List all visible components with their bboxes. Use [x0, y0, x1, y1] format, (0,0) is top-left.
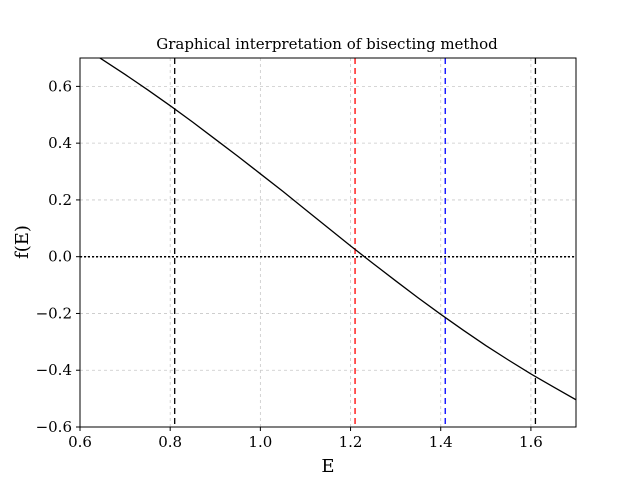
x-tick-label: 1.2: [339, 433, 363, 451]
x-tick-label: 1.6: [519, 433, 543, 451]
bisection-marker-lines: [174, 58, 537, 427]
chart-title: Graphical interpretation of bisecting me…: [156, 35, 498, 53]
x-tick-label: 0.6: [68, 433, 92, 451]
y-tick-label: 0.2: [48, 191, 72, 209]
y-tick-label: 0.6: [48, 77, 72, 95]
y-tick-label: −0.6: [36, 418, 72, 436]
grid-lines: [79, 58, 576, 428]
y-tick-label: −0.4: [36, 361, 72, 379]
x-axis-ticks: 0.6 0.8 1.0 1.2 1.4 1.6: [68, 427, 543, 451]
y-axis-ticks: −0.6 −0.4 −0.2 0.0 0.2 0.4 0.6: [36, 77, 80, 436]
y-axis-label: f(E): [12, 225, 33, 259]
plot-frame: [79, 57, 577, 428]
y-tick-label: 0.4: [48, 134, 72, 152]
axes-frame: [79, 57, 577, 428]
x-tick-label: 1.0: [248, 433, 272, 451]
x-axis-label: E: [321, 456, 334, 477]
x-tick-label: 0.8: [158, 433, 182, 451]
function-curve-layer: [98, 58, 576, 401]
y-tick-label: 0.0: [48, 248, 72, 266]
y-tick-label: −0.2: [36, 304, 72, 322]
x-tick-label: 1.4: [429, 433, 453, 451]
function-curve: [98, 58, 576, 401]
